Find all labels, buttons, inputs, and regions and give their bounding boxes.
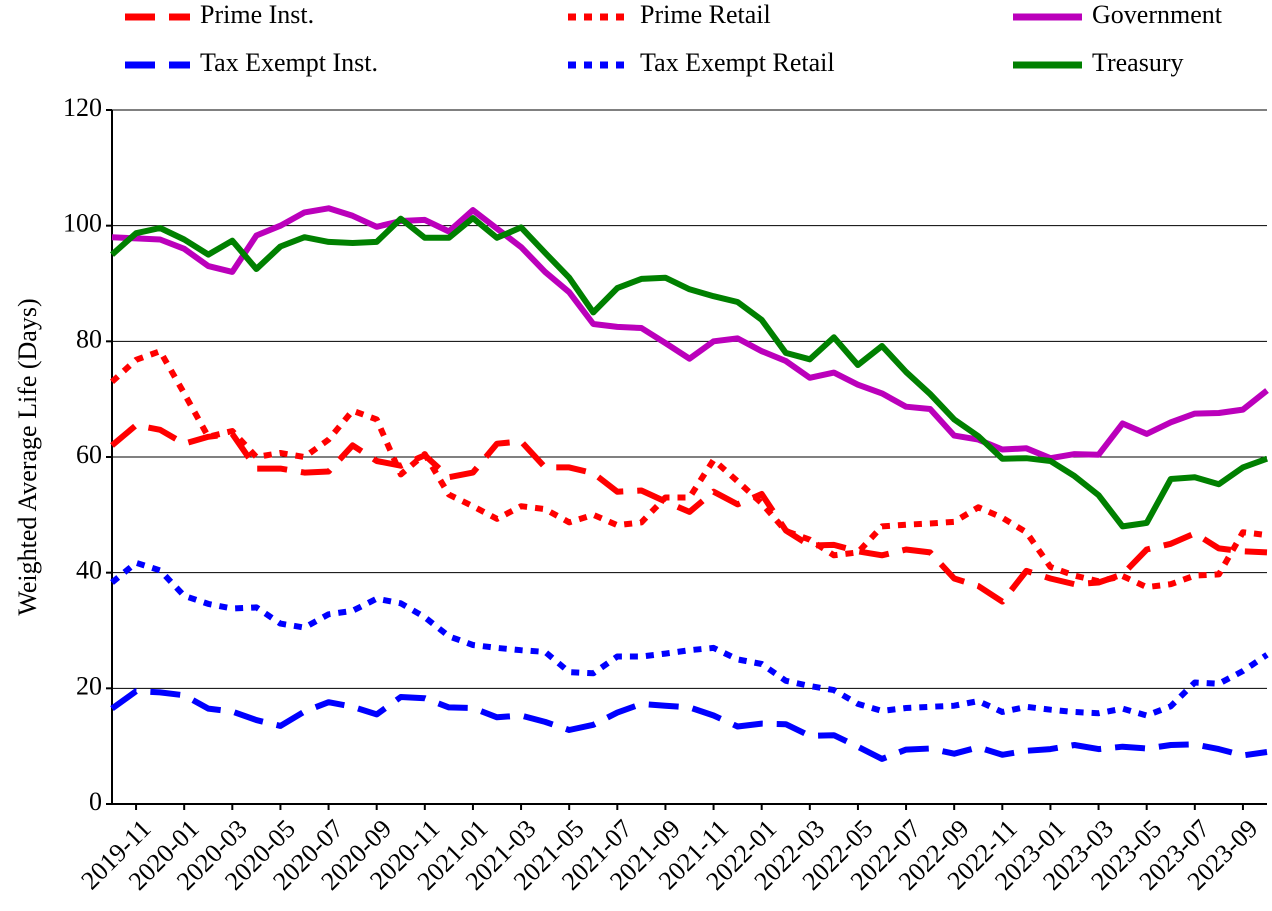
y-tick-label: 40 bbox=[76, 556, 102, 585]
y-tick-label: 0 bbox=[89, 787, 102, 816]
legend-label: Prime Retail bbox=[640, 0, 771, 29]
legend-label: Tax Exempt Inst. bbox=[200, 48, 378, 77]
series-line bbox=[110, 422, 1268, 605]
y-tick-label: 60 bbox=[76, 440, 102, 469]
legend-label: Treasury bbox=[1092, 48, 1183, 77]
series-line bbox=[110, 215, 1269, 530]
y-tick-label: 120 bbox=[63, 93, 102, 122]
y-axis-label: Weighted Average Life (Days) bbox=[13, 298, 42, 615]
y-tick-label: 80 bbox=[76, 324, 102, 353]
y-tick-label: 20 bbox=[76, 671, 102, 700]
series-line bbox=[111, 205, 1269, 462]
legend-label: Government bbox=[1092, 0, 1223, 29]
legend-label: Prime Inst. bbox=[200, 0, 314, 29]
series-line bbox=[110, 688, 1268, 762]
y-tick-label: 100 bbox=[63, 209, 102, 238]
legend-label: Tax Exempt Retail bbox=[640, 48, 835, 77]
